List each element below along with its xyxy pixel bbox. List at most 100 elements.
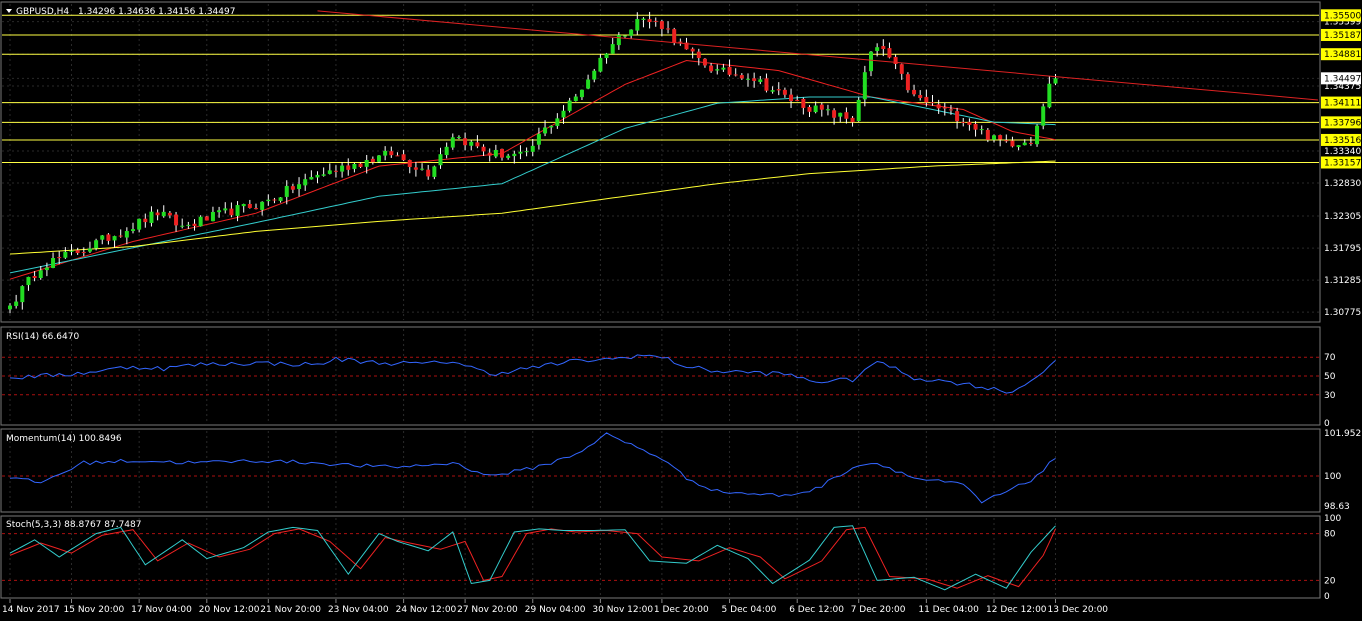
bull-candle (573, 96, 578, 101)
ma-mid-line (9, 96, 1056, 274)
bear-candle (247, 203, 252, 208)
bull-candle (321, 174, 326, 176)
momentum-pane-frame (0, 428, 1321, 513)
time-label: 11 Dec 04:00 (918, 605, 979, 615)
momentum-line (9, 432, 1056, 504)
bear-candle (912, 89, 917, 95)
bear-candle (985, 129, 990, 140)
price-axes: 1.35399 1.34375 1.33340 1.32830 1.32305 1.317… (1321, 9, 1362, 602)
bear-candle (1010, 140, 1015, 147)
bull-candle (297, 184, 302, 190)
bull-candle (315, 174, 320, 178)
bull-candle (278, 197, 283, 201)
indicator-tick-label: 100 (1324, 472, 1341, 482)
bull-candle (51, 258, 56, 268)
bull-candle (770, 90, 775, 92)
bear-candle (924, 96, 929, 103)
level-price-tag (1321, 28, 1361, 41)
current-price-label: 1.34497 (1324, 74, 1361, 84)
bull-candle (1016, 145, 1021, 148)
bull-candle (635, 19, 640, 31)
bear-candle (272, 199, 277, 201)
bull-candle (456, 137, 461, 139)
bull-candle (198, 216, 203, 227)
time-label: 12 Dec 12:00 (986, 605, 1047, 615)
stoch-pane-frame (0, 515, 1321, 599)
bull-candle (223, 208, 228, 211)
trendline[interactable] (317, 10, 1319, 101)
bear-candle (1028, 142, 1033, 144)
time-label: 17 Nov 04:00 (131, 605, 192, 615)
bear-candle (942, 107, 947, 109)
level-price-tag (1321, 9, 1361, 22)
bear-candle (463, 138, 468, 146)
bull-candle (137, 218, 142, 230)
bear-candle (899, 64, 904, 74)
bear-candle (690, 48, 695, 52)
bear-candle (973, 123, 978, 130)
bear-candle (155, 212, 160, 216)
indicator-tick-label: 70 (1324, 353, 1336, 363)
bull-candle (186, 224, 191, 226)
bull-candle (309, 177, 314, 180)
bull-candle (44, 267, 49, 271)
bear-candle (881, 46, 886, 50)
bear-candle (254, 208, 258, 210)
bull-candle (383, 150, 388, 156)
bear-candle (918, 95, 923, 98)
level-price-tag (1321, 48, 1361, 61)
bull-candle (260, 201, 265, 210)
time-label: 29 Nov 04:00 (525, 605, 586, 615)
dropdown-triangle-icon[interactable] (6, 9, 12, 13)
time-axis: 14 Nov 2017 15 Nov 20:00 17 Nov 04:00 20 No… (2, 599, 1108, 615)
bull-candle (438, 154, 443, 166)
bull-candle (856, 99, 861, 121)
bear-candle (229, 208, 234, 216)
bear-candle (739, 75, 744, 79)
price-tick-label: 1.34375 (1324, 82, 1361, 92)
time-label: 14 Nov 2017 (2, 605, 60, 615)
bull-candle (610, 44, 615, 54)
indicator-tick-label: 0 (1324, 592, 1330, 602)
bear-candle (764, 78, 769, 91)
bull-candle (94, 240, 99, 249)
indicator-tick-label: 0 (1324, 419, 1330, 429)
bull-candle (87, 248, 92, 252)
resistance-trendline[interactable] (317, 10, 1319, 101)
bear-candle (475, 142, 480, 147)
bull-candle (26, 276, 31, 286)
bear-candle (57, 257, 62, 259)
time-label: 1 Dec 20:00 (654, 605, 709, 615)
bull-candle (825, 109, 830, 111)
level-price-tag (1321, 116, 1361, 129)
price-tick-label: 1.30775 (1324, 308, 1361, 318)
bear-candle (727, 66, 732, 75)
bull-candle (180, 225, 185, 227)
level-price-tag (1321, 96, 1361, 109)
horizontal-levels[interactable] (2, 14, 1319, 164)
time-label: 21 Nov 20:00 (260, 605, 321, 615)
bull-candle (450, 137, 455, 148)
level-price-tag (1321, 133, 1361, 146)
bear-candle (887, 48, 892, 58)
moving-averages (9, 59, 1056, 280)
bull-candle (352, 163, 357, 169)
bear-candle (370, 158, 375, 163)
bull-candle (266, 199, 271, 202)
bear-candle (659, 21, 664, 29)
indicator-tick-label: 98.63 (1324, 502, 1350, 512)
bear-candle (143, 218, 148, 223)
bear-candle (678, 41, 683, 43)
bear-candle (696, 51, 701, 59)
time-label: 27 Nov 20:00 (457, 605, 518, 615)
bear-candle (75, 250, 80, 254)
time-label: 15 Nov 20:00 (64, 605, 125, 615)
bull-candle (235, 205, 240, 216)
bear-candle (807, 106, 812, 112)
bull-candle (284, 185, 289, 197)
bull-candle (1053, 78, 1058, 84)
price-tick-label: 1.31285 (1324, 276, 1361, 286)
bull-candle (1022, 142, 1027, 146)
bull-candle (579, 89, 584, 98)
